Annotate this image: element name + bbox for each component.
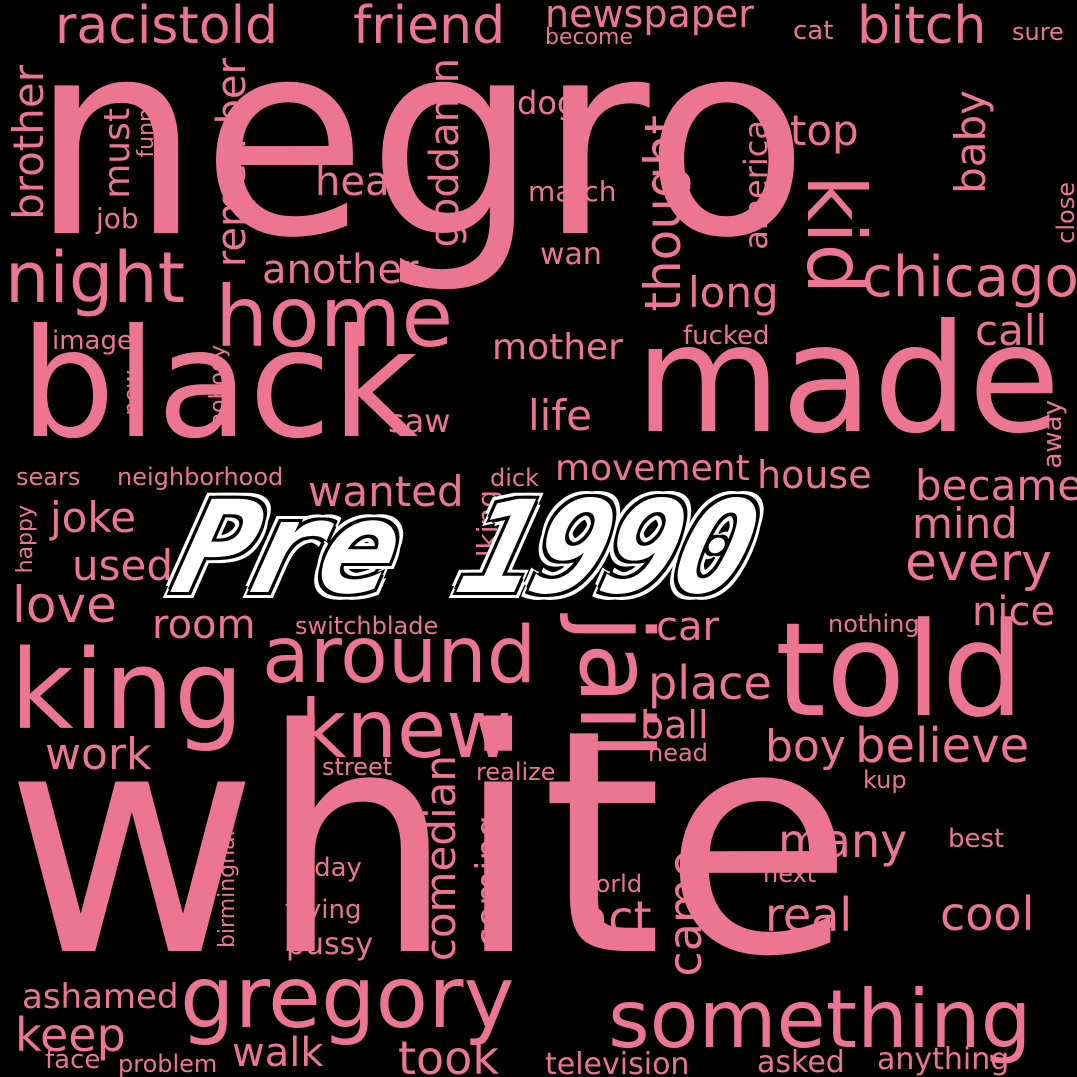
word-became: became xyxy=(915,461,1077,510)
word-asked: asked xyxy=(757,1045,845,1077)
word-anything: anything xyxy=(877,1042,1010,1077)
word-night: night xyxy=(5,237,186,319)
word-white: white xyxy=(5,664,854,1025)
word-believe: believe xyxy=(855,718,1030,774)
word-gregory: gregory xyxy=(180,948,515,1048)
word-must: must xyxy=(97,108,138,199)
word-call: call xyxy=(975,306,1048,355)
word-negro: negro xyxy=(30,0,809,297)
word-cool: cool xyxy=(940,887,1035,941)
word-movement: movement xyxy=(555,448,750,489)
word-knew: knew xyxy=(300,683,512,776)
overlay-title: Pre 1990 xyxy=(161,474,768,623)
word-joke: joke xyxy=(50,493,137,542)
word-ball: ball xyxy=(640,703,709,747)
word-racistold: racistold xyxy=(55,0,279,56)
word-dog: dog xyxy=(517,84,578,122)
word-mind: mind xyxy=(912,499,1018,548)
word-trying: trying xyxy=(285,895,362,925)
word-life: life xyxy=(528,391,592,440)
word-room: room xyxy=(152,602,256,648)
word-kup: kup xyxy=(863,766,907,794)
word-realize: realize xyxy=(476,758,556,786)
word-house: house xyxy=(757,453,872,497)
word-brother: brother xyxy=(4,65,53,220)
word-sears: sears xyxy=(16,463,81,491)
word-jail: jail xyxy=(557,615,674,760)
word-made: made xyxy=(635,293,1061,467)
word-ashamed: ashamed xyxy=(22,977,179,1017)
word-thought: thought xyxy=(634,115,692,312)
word-nice: nice xyxy=(972,589,1056,635)
word-neighborhood: neighborhood xyxy=(117,463,284,491)
word-pussy: pussy xyxy=(286,927,374,962)
word-face: face xyxy=(45,1045,101,1075)
word-sure: sure xyxy=(1012,18,1064,46)
word-many: many xyxy=(778,814,908,868)
word-walk: walk xyxy=(232,1030,324,1076)
word-stop: stop xyxy=(768,106,859,155)
word-happy: happy xyxy=(13,505,38,574)
word-funny: funny xyxy=(134,95,159,158)
word-king: king xyxy=(10,626,244,754)
word-switchblade: switchblade xyxy=(295,612,439,640)
word-used: used xyxy=(72,541,174,590)
word-today: today xyxy=(288,853,362,883)
word-away: away xyxy=(1038,400,1068,469)
word-birmingham: birmingham xyxy=(215,815,240,949)
word-told: told xyxy=(775,594,1025,746)
word-chicago: chicago xyxy=(862,245,1077,310)
word-fucked: fucked xyxy=(683,321,770,351)
word-baby: baby xyxy=(946,90,995,194)
word-nothing: nothing xyxy=(828,610,920,638)
word-become: become xyxy=(545,25,634,50)
word-close: close xyxy=(1052,182,1077,244)
word-street: street xyxy=(322,753,393,781)
word-head: head xyxy=(648,739,708,767)
word-next: next xyxy=(763,860,817,888)
word-cat: cat xyxy=(793,16,834,46)
word-march: march xyxy=(528,175,617,208)
word-home: home xyxy=(215,268,454,366)
word-coming: coming xyxy=(469,815,510,948)
word-keep: keep xyxy=(15,1008,126,1062)
word-nobody: nobody xyxy=(206,345,231,427)
word-boy: boy xyxy=(765,721,846,772)
word-real: real xyxy=(765,888,853,942)
word-place: place xyxy=(648,656,772,710)
word-new: new xyxy=(120,370,145,416)
word-wan: wan xyxy=(540,237,602,272)
word-world: world xyxy=(576,870,643,898)
word-best: best xyxy=(948,824,1005,854)
word-around: around xyxy=(262,611,537,701)
word-remember: remember xyxy=(209,58,255,268)
word-television: television xyxy=(545,1047,690,1077)
word-black: black xyxy=(20,298,419,472)
word-friend: friend xyxy=(353,0,506,56)
word-hear: hear xyxy=(315,159,406,205)
word-saw: saw xyxy=(388,402,451,440)
word-dick: dick xyxy=(490,464,539,492)
word-newspaper: newspaper xyxy=(545,0,754,36)
word-took: took xyxy=(398,1031,499,1077)
word-another: another xyxy=(262,247,419,293)
word-problem: problem xyxy=(118,1050,218,1077)
word-every: every xyxy=(905,533,1052,593)
word-act: act xyxy=(580,891,652,945)
word-car: car xyxy=(656,604,719,650)
word-something: something xyxy=(608,973,1032,1066)
word-comedian: comedian xyxy=(416,755,465,962)
word-image: image xyxy=(52,326,133,356)
word-wanted: wanted xyxy=(308,467,464,516)
word-bitch: bitch xyxy=(857,0,987,56)
word-came: came xyxy=(658,850,712,977)
word-mother: mother xyxy=(492,327,623,368)
word-love: love xyxy=(12,576,117,634)
word-work: work xyxy=(45,729,152,780)
word-goddamn: goddamn xyxy=(422,58,468,248)
word-long: long xyxy=(688,268,779,317)
word-job: job xyxy=(96,202,139,235)
word-kid: kid xyxy=(789,175,882,295)
